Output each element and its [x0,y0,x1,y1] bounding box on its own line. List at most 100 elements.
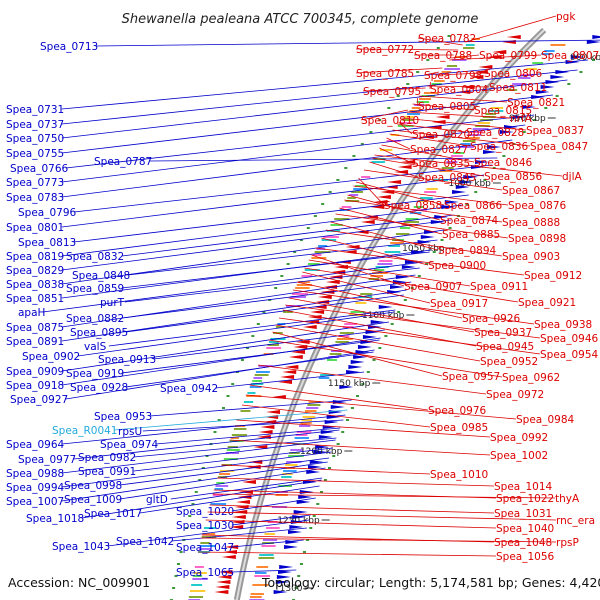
forward-gene-mark [320,430,335,434]
gc-skew-dot [410,287,414,289]
cog-band-mark [247,392,256,394]
forward-gene-mark [455,185,470,189]
gene-label-leader [42,261,424,313]
gene-label-leader [236,419,491,438]
cog-band-mark [411,107,421,109]
reverse-gene-mark [310,310,325,314]
cog-band-mark [431,83,442,85]
cog-band-mark [304,269,320,271]
cog-band-mark [231,434,248,436]
gene-label-leader [61,219,452,271]
gene-label-leader [401,117,527,131]
cog-band-mark [314,251,331,253]
cog-band-mark [390,242,404,244]
gc-skew-dot [274,287,278,289]
cog-band-mark [370,275,384,277]
cog-band-mark [311,257,327,259]
gene-label-leader [149,157,498,162]
reverse-gene-mark [258,430,273,434]
gene-label: rpsP [556,537,579,549]
gc-skew-dot [188,515,192,517]
gene-label: Spea_0962 [502,372,560,384]
gene-label: Spea_0828 [466,127,524,139]
cog-band-mark [395,233,410,235]
gene-label-leader [231,569,297,573]
cog-band-mark [227,446,238,448]
gene-label: Spea_0938 [534,319,592,331]
cog-band-mark [262,542,274,544]
gene-label-leader [288,297,475,333]
gene-label: valS [84,341,107,353]
gene-label-leader [325,229,503,257]
gc-skew-dot [302,551,306,553]
gene-label: Spea_0891 [6,336,64,348]
gene-label: Spea_0832 [66,251,124,263]
cog-band-mark [250,383,264,385]
cog-band-mark [541,53,552,55]
cog-band-mark [193,572,207,574]
gene-label-leader [275,324,481,362]
gene-label-leader [171,527,307,542]
cog-band-mark [392,239,404,241]
gene-label-leader [339,207,443,235]
gene-label-leader [61,414,346,445]
gc-skew-dot [185,527,189,529]
gene-label: Spea_0737 [6,119,64,131]
reverse-gene-mark [293,345,308,349]
cog-band-mark [281,476,292,478]
gc-skew-dot [352,155,356,157]
cog-band-mark [344,323,358,325]
gene-label: Spea_0927 [10,394,68,406]
forward-gene-mark [360,340,375,344]
reverse-gene-mark [216,580,231,584]
tick-label: 1100 kbp [362,311,405,321]
gene-label: Spea_0953 [94,411,152,423]
gene-label-leader [133,437,337,458]
cog-band-mark [259,554,274,556]
reverse-gene-mark [397,165,412,169]
cog-band-mark [361,176,371,178]
cog-band-mark [417,200,429,202]
tick-label: 1000 kbp [448,179,491,189]
forward-gene-mark [346,370,361,374]
cog-band-mark [215,485,229,487]
cog-band-mark [403,221,419,223]
cog-band-mark [532,62,544,64]
gene-label-leader [61,249,432,299]
gc-skew-dot [312,515,316,517]
gene-label-leader [241,404,431,428]
forward-gene-mark [535,90,550,94]
reverse-gene-mark [435,115,450,119]
cog-band-mark [320,374,334,376]
gene-label-leader [285,304,541,339]
gene-label: Spea_0827 [410,144,468,156]
gc-skew-dot [344,167,348,169]
gc-skew-dot [356,395,360,397]
gc-skew-dot [323,479,327,481]
gc-skew-dot [262,311,266,313]
gene-label-leader [209,504,495,514]
cog-band-mark [198,548,212,550]
cog-band-mark [285,464,298,466]
gene-label: Spea_0998 [64,480,122,492]
cog-band-mark [490,107,504,109]
cog-band-mark [192,575,203,577]
reverse-gene-mark [473,70,488,74]
cog-band-mark [426,188,438,190]
gene-label: Spea_0858 [384,200,442,212]
cog-band-mark [355,185,367,187]
gene-label-leader [221,464,431,475]
tick-label: 950 kbp [509,114,546,124]
gc-skew-dot [396,95,400,97]
cog-band-mark [506,89,518,91]
cog-band-mark [255,371,270,373]
cog-band-mark [441,167,454,169]
gc-skew-dot [474,191,478,193]
gene-label-leader [149,399,352,417]
gene-label-leader [412,103,475,111]
gene-label: Spea_0917 [430,298,488,310]
cog-band-mark [460,143,471,145]
cog-band-mark [379,260,393,262]
gene-label: Spea_0876 [508,200,567,212]
cog-band-mark [307,263,320,265]
